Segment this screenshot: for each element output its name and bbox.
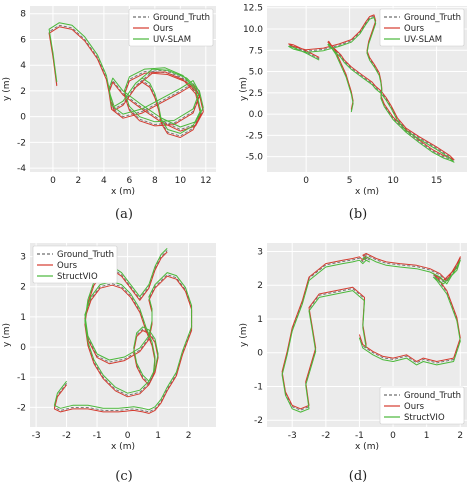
legend-label: Ground_Truth xyxy=(404,391,461,401)
legend-b xyxy=(379,8,465,47)
y-tick-label: 12.5 xyxy=(243,4,263,14)
trajectory-plot-c: -3 -2 -1 0 1 2 -2 -1 0 1 2 3 x (m) y (m) Ground_TruthO… xyxy=(2,243,216,452)
legend-a xyxy=(128,8,214,47)
y-tick-label: -2 xyxy=(254,416,263,426)
y-tick-label: 0 xyxy=(20,343,26,353)
x-tick-label: 12 xyxy=(200,176,211,186)
y-tick-label: 0 xyxy=(257,349,263,359)
x-tick-label: 2 xyxy=(186,431,192,441)
y-tick-label: 1 xyxy=(20,313,26,323)
legend-label: Ground_Truth xyxy=(404,13,461,23)
legend-label: Ground_Truth xyxy=(57,250,114,260)
x-axis-label: x (m) xyxy=(111,442,135,452)
x-tick-label: 1 xyxy=(155,431,161,441)
legend-label: Ours xyxy=(57,261,78,271)
series-line-d-ours xyxy=(281,253,461,410)
legend-label: UV-SLAM xyxy=(404,35,442,45)
y-axis-label: y (m) xyxy=(239,323,249,347)
trajectory-plot-b: 0 5 10 15 -5.0 -2.5 0.0 2.5 5.0 7.5 10.0 12.5 x (m) y… xyxy=(239,4,467,197)
series-line-c-structvio xyxy=(53,248,193,411)
series-line-a-ours xyxy=(48,26,204,138)
legend-label: UV-SLAM xyxy=(153,35,191,45)
y-tick-label: -2.5 xyxy=(245,131,263,141)
y-tick-label: 4 xyxy=(20,61,26,71)
legend-c xyxy=(32,245,118,284)
y-tick-label: 1 xyxy=(257,315,263,325)
x-tick-label: 10 xyxy=(175,176,187,186)
legend-label: StructVIO xyxy=(404,413,445,423)
x-tick-label: -3 xyxy=(32,431,41,441)
x-tick-label: -1 xyxy=(93,431,102,441)
y-tick-label: 6 xyxy=(20,35,26,45)
caption-d: (d) xyxy=(348,469,368,484)
x-tick-label: 8 xyxy=(152,176,158,186)
x-tick-label: 5 xyxy=(347,176,353,186)
y-tick-label: 5.0 xyxy=(249,68,264,78)
x-tick-label: 10 xyxy=(387,176,399,186)
y-tick-label: 0.0 xyxy=(249,110,264,120)
x-tick-label: 0 xyxy=(125,431,131,441)
legend-label: Ours xyxy=(404,24,425,34)
legend-label: Ours xyxy=(153,24,174,34)
caption-c: (c) xyxy=(115,469,133,484)
x-tick-label: 15 xyxy=(431,176,442,186)
x-tick-label: -2 xyxy=(321,431,330,441)
caption-b: (b) xyxy=(348,207,368,222)
series-line-a-uv-slam xyxy=(48,22,204,134)
y-axis-label: y (m) xyxy=(2,323,12,347)
y-tick-label: -4 xyxy=(17,164,26,174)
x-tick-label: 2 xyxy=(76,176,82,186)
y-tick-label: 2 xyxy=(20,87,26,97)
x-tick-label: 1 xyxy=(424,431,430,441)
y-tick-label: -2 xyxy=(17,138,26,148)
x-axis-label: x (m) xyxy=(355,187,379,197)
caption-a: (a) xyxy=(115,207,133,222)
y-tick-label: 3 xyxy=(257,247,263,257)
series-line-d-structvio xyxy=(281,256,461,413)
y-tick-label: -5.0 xyxy=(245,153,263,163)
y-tick-label: -2 xyxy=(17,403,26,413)
x-tick-label: -1 xyxy=(355,431,364,441)
x-axis-label: x (m) xyxy=(111,187,135,197)
y-tick-label: 8 xyxy=(20,10,26,20)
trajectory-plot-d: -3 -2 -1 0 1 2 -2 -1 0 1 2 3 x (m) y (m) Ground_TruthO… xyxy=(239,243,467,452)
legend-label: Ours xyxy=(404,402,425,412)
x-tick-label: 6 xyxy=(127,176,133,186)
x-tick-label: -3 xyxy=(288,431,297,441)
y-tick-label: 7.5 xyxy=(249,46,263,56)
x-tick-label: 0 xyxy=(303,176,309,186)
y-tick-label: 2 xyxy=(257,281,263,291)
y-tick-label: 2.5 xyxy=(249,89,263,99)
x-tick-label: 4 xyxy=(101,176,107,186)
x-tick-label: 0 xyxy=(50,176,56,186)
legend-label: Ground_Truth xyxy=(153,13,210,23)
x-axis-label: x (m) xyxy=(355,442,379,452)
series-line-c-ours xyxy=(53,251,193,414)
x-tick-label: 2 xyxy=(457,431,463,441)
series-line-b-ground-truth xyxy=(288,15,455,162)
series-line-b-ours xyxy=(288,14,455,161)
legend-label: StructVIO xyxy=(57,272,98,282)
y-tick-label: 2 xyxy=(20,283,26,293)
y-axis-label: y (m) xyxy=(239,77,249,101)
y-tick-label: 3 xyxy=(20,253,26,263)
x-tick-label: 0 xyxy=(390,431,396,441)
y-tick-label: -1 xyxy=(17,373,26,383)
y-tick-label: 0 xyxy=(20,113,26,123)
series-line-b-uv-slam xyxy=(288,17,455,163)
y-axis-label: y (m) xyxy=(2,77,12,101)
y-tick-label: -1 xyxy=(254,382,263,392)
y-tick-label: 10.0 xyxy=(243,25,263,35)
legend-d xyxy=(379,386,465,425)
trajectory-plot-a: 0 2 4 6 8 10 12 -4 -2 0 2 4 6 8 x (m) y (m) Ground_Truth… xyxy=(2,6,216,197)
x-tick-label: -2 xyxy=(62,431,71,441)
